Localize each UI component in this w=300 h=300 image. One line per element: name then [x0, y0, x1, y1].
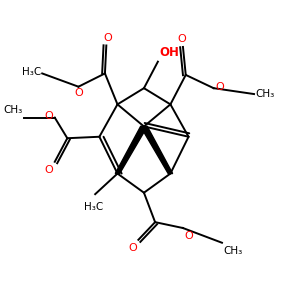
Text: CH₃: CH₃ [224, 246, 243, 256]
Text: O: O [45, 111, 53, 121]
Text: O: O [103, 32, 112, 43]
Text: O: O [45, 165, 53, 175]
Text: OH: OH [159, 46, 179, 59]
Text: H₃C: H₃C [22, 67, 41, 77]
Text: O: O [215, 82, 224, 92]
Text: H₃C: H₃C [84, 202, 104, 212]
Text: CH₃: CH₃ [4, 105, 23, 115]
Text: O: O [184, 231, 193, 241]
Text: O: O [74, 88, 83, 98]
Text: O: O [177, 34, 186, 44]
Polygon shape [115, 126, 147, 174]
Text: CH₃: CH₃ [255, 89, 275, 99]
Text: O: O [128, 243, 137, 253]
Polygon shape [141, 126, 173, 174]
